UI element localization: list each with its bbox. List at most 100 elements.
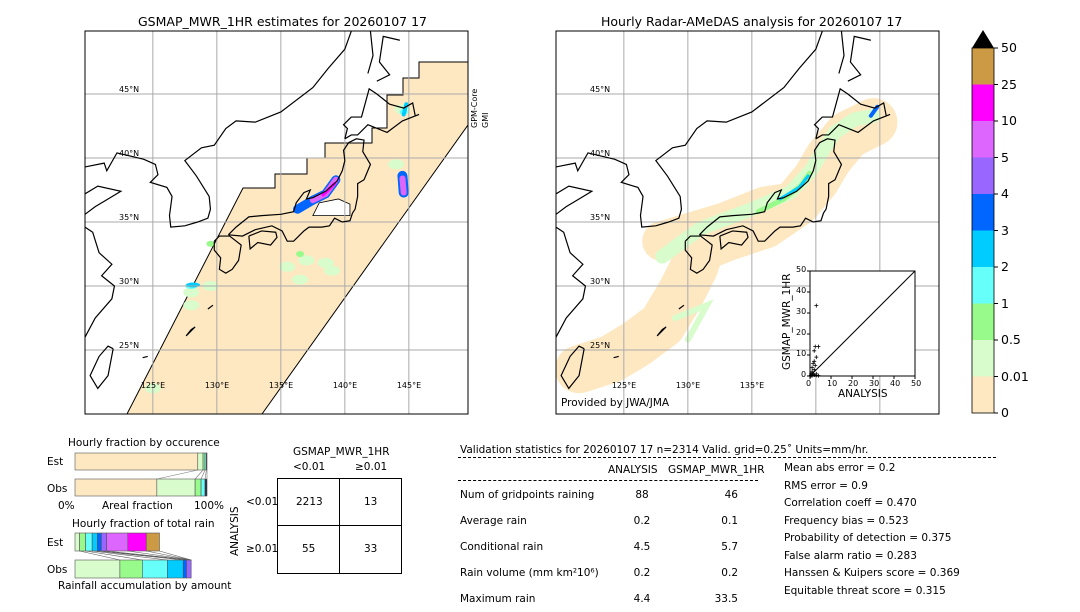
score: RMS error = 0.9 <box>784 479 868 492</box>
lon-label: 130°E <box>204 381 230 390</box>
coastline <box>847 35 872 82</box>
lon-label: 130°E <box>675 381 701 390</box>
colorbar-tick: 5 <box>1001 149 1009 165</box>
validation-header: Validation statistics for 20260107 17 n=… <box>460 444 869 456</box>
occurrence-est-segment <box>206 452 208 471</box>
lat-label: 40°N <box>590 149 611 158</box>
scatter-point <box>812 372 817 377</box>
scatter-xtick: 50 <box>911 379 922 388</box>
lon-label: 125°E <box>140 381 166 390</box>
coastline <box>678 304 685 310</box>
coastline <box>719 230 749 251</box>
contingency-row1: <0.01 <box>246 496 279 508</box>
cell-ny: 13 <box>364 496 378 508</box>
occurrence-title: Hourly fraction by occurence <box>68 437 220 449</box>
stat-analysis: 4.5 <box>633 541 651 553</box>
contingency-row2: ≥0.01 <box>246 543 279 555</box>
coastline <box>367 31 374 74</box>
coastline <box>227 138 372 242</box>
scatter-point <box>812 359 817 364</box>
scatter-xtick: 30 <box>869 379 880 388</box>
contingency-row-axis: ANALYSIS <box>229 506 241 556</box>
scatter-ylabel: GSMAP_MWR_1HR <box>781 273 793 370</box>
coastline <box>684 235 713 274</box>
scatter-point <box>813 363 818 368</box>
scatter-point <box>814 355 819 360</box>
cell-nn: 2213 <box>296 496 323 508</box>
colorbar-tick: 0 <box>1001 405 1009 420</box>
coastline <box>85 31 352 228</box>
lat-label: 25°N <box>119 341 140 350</box>
rain-patch <box>183 300 200 311</box>
lat-label: 30°N <box>119 277 140 286</box>
stat-analysis: 0.2 <box>633 515 651 527</box>
scatter-xtick: 10 <box>827 379 838 388</box>
data-credit: Provided by JWA/JMA <box>561 397 670 409</box>
colorbar-tick: 25 <box>1001 76 1017 92</box>
lat-label: 35°N <box>119 213 140 222</box>
stat-gsmap: 0.2 <box>721 567 738 579</box>
coastline <box>248 230 278 251</box>
coastline <box>656 326 667 337</box>
coastline <box>85 226 116 338</box>
missing-area <box>312 198 351 217</box>
rain-band <box>778 174 810 201</box>
scatter-point <box>812 367 817 372</box>
rain-patch <box>296 251 305 257</box>
rain-est-segment <box>145 532 160 552</box>
coastline <box>342 87 420 140</box>
lat-label: 45°N <box>590 85 611 94</box>
lat-label: 40°N <box>119 149 140 158</box>
scatter-xlabel: ANALYSIS <box>838 388 888 400</box>
colorbar-tick: 10 <box>1001 113 1017 128</box>
occ-x1: 100% <box>194 500 225 512</box>
coastline <box>556 31 823 228</box>
rain-patch <box>388 159 405 170</box>
stat-analysis: 88 <box>635 489 649 501</box>
rain-obs-label: Obs <box>47 564 68 576</box>
lon-label: 140°E <box>332 381 358 390</box>
stat-label: Rain volume (mm km²10⁶) <box>460 567 599 579</box>
scatter-xtick: 20 <box>848 379 859 388</box>
scatter-point <box>810 369 815 374</box>
rain-patch <box>206 240 215 247</box>
rain-patch <box>317 257 334 268</box>
estimate-map <box>84 30 469 415</box>
scatter-ytick: 10 <box>796 349 807 358</box>
coastline <box>185 326 196 337</box>
lon-label: 135°E <box>268 381 294 390</box>
stat-gsmap: 46 <box>724 489 738 501</box>
occurrence-obs-segment <box>204 478 208 497</box>
col-gsmap: GSMAP_MWR_1HR <box>668 464 765 476</box>
colorbar-tick: 1 <box>1001 295 1009 311</box>
lat-label: 45°N <box>119 85 140 94</box>
coastline <box>89 345 114 390</box>
scatter-point <box>812 348 817 353</box>
lon-label: 135°E <box>739 381 765 390</box>
scatter-point <box>816 373 821 378</box>
stat-label: Maximum rain <box>460 593 536 605</box>
coastline <box>560 345 585 390</box>
score: Probability of detection = 0.375 <box>784 532 952 544</box>
rain-est-label: Est <box>47 537 64 549</box>
scatter-point <box>816 344 821 349</box>
colorbar-tick: 0.01 <box>1001 368 1029 384</box>
contingency-col1: <0.01 <box>293 461 326 473</box>
occ-est-label: Est <box>47 456 64 468</box>
score: Mean abs error = 0.2 <box>784 462 896 474</box>
analysis-map <box>555 30 940 415</box>
score: False alarm ratio = 0.283 <box>784 549 917 562</box>
rain-patch <box>298 255 315 266</box>
coastline <box>813 87 891 140</box>
scatter-ytick: 0 <box>801 370 807 379</box>
lat-label: 25°N <box>590 341 611 350</box>
contingency-title: GSMAP_MWR_1HR <box>293 446 390 458</box>
coastline <box>698 138 843 242</box>
occ-obs-label: Obs <box>47 483 68 495</box>
score: Hanssen & Kuipers score = 0.369 <box>784 567 960 579</box>
right-map-title: Hourly Radar-AMeDAS analysis for 2026010… <box>601 14 903 29</box>
coastline <box>838 31 845 74</box>
total-rain-title: Hourly fraction of total rain <box>72 518 215 530</box>
lon-label: 145°E <box>396 381 422 390</box>
rain-band <box>868 104 880 118</box>
